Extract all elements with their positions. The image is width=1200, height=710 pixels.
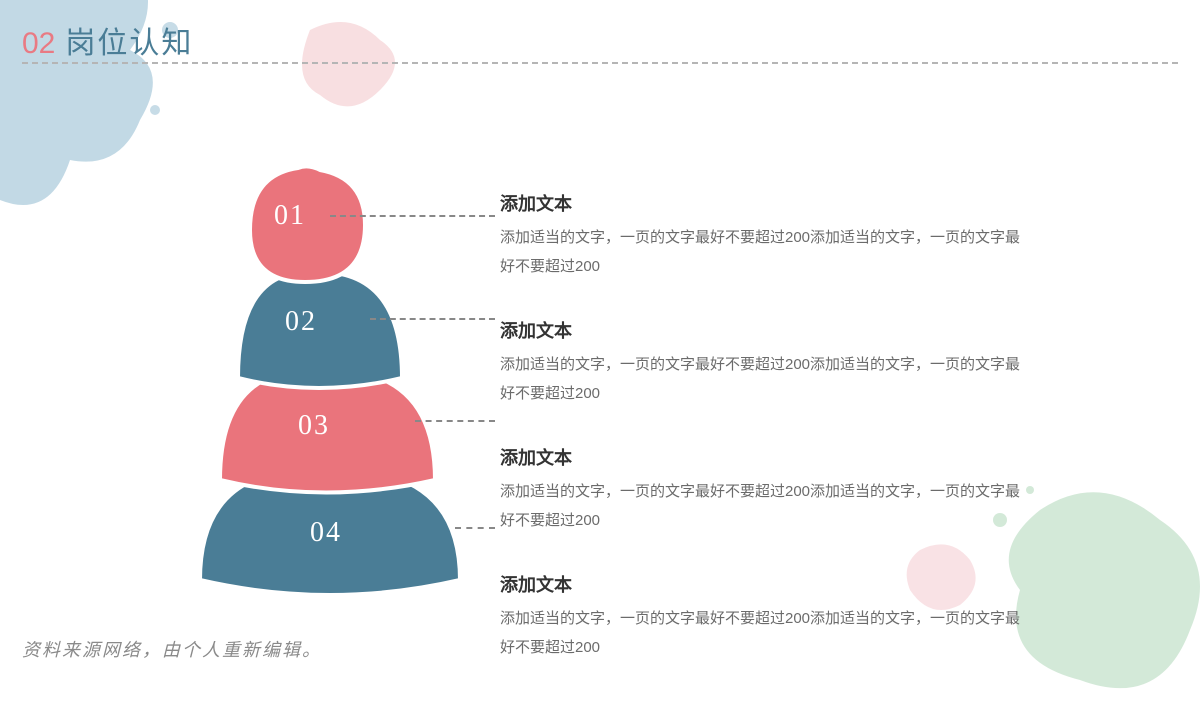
connector-2 bbox=[370, 318, 495, 320]
header-number: 02 bbox=[22, 27, 55, 61]
item-1-title: 添加文本 bbox=[500, 190, 1030, 216]
item-3-body: 添加适当的文字，一页的文字最好不要超过200添加适当的文字，一页的文字最好不要超… bbox=[500, 478, 1030, 535]
content-item-3: 添加文本 添加适当的文字，一页的文字最好不要超过200添加适当的文字，一页的文字… bbox=[500, 444, 1030, 535]
item-2-title: 添加文本 bbox=[500, 317, 1030, 343]
teardrop-pyramid: 01 02 03 04 bbox=[180, 160, 480, 590]
content-item-4: 添加文本 添加适当的文字，一页的文字最好不要超过200添加适当的文字，一页的文字… bbox=[500, 571, 1030, 662]
content-item-1: 添加文本 添加适当的文字，一页的文字最好不要超过200添加适当的文字，一页的文字… bbox=[500, 190, 1030, 281]
splash-pink-top-icon bbox=[270, 10, 430, 130]
layer-2-shape bbox=[238, 272, 402, 388]
item-1-body: 添加适当的文字，一页的文字最好不要超过200添加适当的文字，一页的文字最好不要超… bbox=[500, 224, 1030, 281]
layer-1-shape bbox=[250, 166, 365, 282]
content-list: 添加文本 添加适当的文字，一页的文字最好不要超过200添加适当的文字，一页的文字… bbox=[500, 190, 1030, 698]
item-4-title: 添加文本 bbox=[500, 571, 1030, 597]
item-2-body: 添加适当的文字，一页的文字最好不要超过200添加适当的文字，一页的文字最好不要超… bbox=[500, 351, 1030, 408]
layer-2-number: 02 bbox=[285, 306, 317, 338]
connector-4 bbox=[455, 527, 495, 529]
layer-4-number: 04 bbox=[310, 517, 342, 549]
item-3-title: 添加文本 bbox=[500, 444, 1030, 470]
connector-3 bbox=[415, 420, 495, 422]
layer-1-number: 01 bbox=[274, 200, 306, 232]
header-divider bbox=[22, 62, 1178, 64]
footer-note: 资料来源网络，由个人重新编辑。 bbox=[22, 636, 322, 662]
slide-header: 02 岗位认知 bbox=[22, 18, 193, 62]
item-4-body: 添加适当的文字，一页的文字最好不要超过200添加适当的文字，一页的文字最好不要超… bbox=[500, 605, 1030, 662]
header-title: 岗位认知 bbox=[65, 18, 193, 62]
content-item-2: 添加文本 添加适当的文字，一页的文字最好不要超过200添加适当的文字，一页的文字… bbox=[500, 317, 1030, 408]
layer-3-number: 03 bbox=[298, 410, 330, 442]
connector-1 bbox=[330, 215, 495, 217]
